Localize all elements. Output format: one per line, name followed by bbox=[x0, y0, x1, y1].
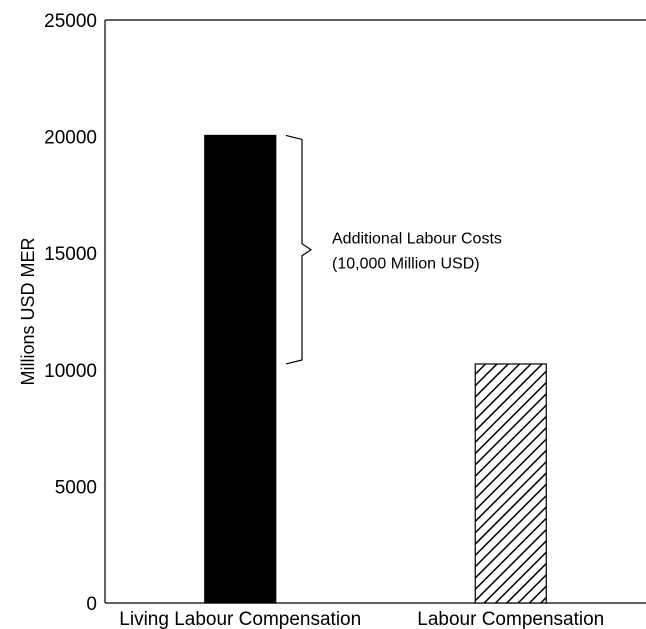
x-category-label: Labour Compensation bbox=[417, 609, 604, 629]
annotation-text: Additional Labour Costs bbox=[332, 231, 502, 248]
y-tick-label: 0 bbox=[86, 594, 97, 615]
y-tick-label: 5000 bbox=[55, 477, 97, 498]
x-category-label: Living Labour Compensation bbox=[119, 609, 361, 629]
y-axis-title: Millions USD MER bbox=[18, 237, 38, 385]
annotation-text: (10,000 Million USD) bbox=[332, 256, 480, 273]
y-tick-label: 20000 bbox=[44, 128, 97, 149]
bar-living-labour-compensation bbox=[204, 134, 277, 604]
bar-labour-compensation bbox=[474, 363, 547, 604]
y-tick-label: 15000 bbox=[44, 244, 97, 265]
y-tick-label: 10000 bbox=[44, 361, 97, 382]
y-tick-label: 25000 bbox=[44, 11, 97, 32]
annotation-bracket bbox=[285, 134, 313, 365]
